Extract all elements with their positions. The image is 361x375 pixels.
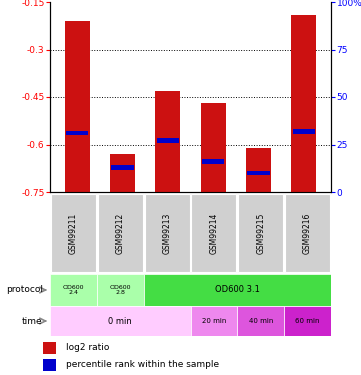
- Text: protocol: protocol: [6, 285, 43, 294]
- Bar: [157, 138, 179, 143]
- Bar: [291, 15, 316, 192]
- Bar: [50, 306, 191, 336]
- Bar: [110, 154, 135, 192]
- Text: GSM99213: GSM99213: [162, 212, 171, 254]
- Bar: [145, 194, 190, 272]
- Text: time: time: [22, 316, 43, 326]
- Bar: [191, 306, 237, 336]
- Text: 40 min: 40 min: [249, 318, 273, 324]
- Text: 60 min: 60 min: [295, 318, 320, 324]
- Bar: [111, 165, 134, 170]
- Text: 20 min: 20 min: [202, 318, 226, 324]
- Bar: [202, 159, 225, 164]
- Bar: [201, 104, 226, 192]
- Text: GSM99212: GSM99212: [116, 212, 125, 254]
- Bar: [238, 194, 283, 272]
- Bar: [144, 274, 331, 306]
- Text: GSM99214: GSM99214: [209, 212, 218, 254]
- Text: GSM99215: GSM99215: [256, 212, 265, 254]
- Text: GSM99216: GSM99216: [303, 212, 312, 254]
- Bar: [247, 171, 270, 176]
- Text: OD600 3.1: OD600 3.1: [215, 285, 260, 294]
- Text: OD600
2.8: OD600 2.8: [109, 285, 131, 296]
- Bar: [98, 194, 143, 272]
- Bar: [65, 21, 90, 192]
- Text: OD600
2.4: OD600 2.4: [63, 285, 84, 296]
- Bar: [292, 129, 315, 134]
- Bar: [191, 194, 236, 272]
- Bar: [237, 306, 284, 336]
- Text: GSM99211: GSM99211: [69, 212, 78, 254]
- Bar: [43, 342, 56, 354]
- Bar: [155, 91, 180, 192]
- Text: log2 ratio: log2 ratio: [66, 343, 109, 352]
- Text: 0 min: 0 min: [108, 316, 132, 326]
- Bar: [97, 274, 144, 306]
- Bar: [51, 194, 96, 272]
- Bar: [50, 274, 97, 306]
- Text: percentile rank within the sample: percentile rank within the sample: [66, 360, 219, 369]
- Bar: [43, 359, 56, 371]
- Bar: [246, 148, 271, 192]
- Bar: [284, 306, 331, 336]
- Bar: [66, 131, 88, 135]
- Bar: [285, 194, 330, 272]
